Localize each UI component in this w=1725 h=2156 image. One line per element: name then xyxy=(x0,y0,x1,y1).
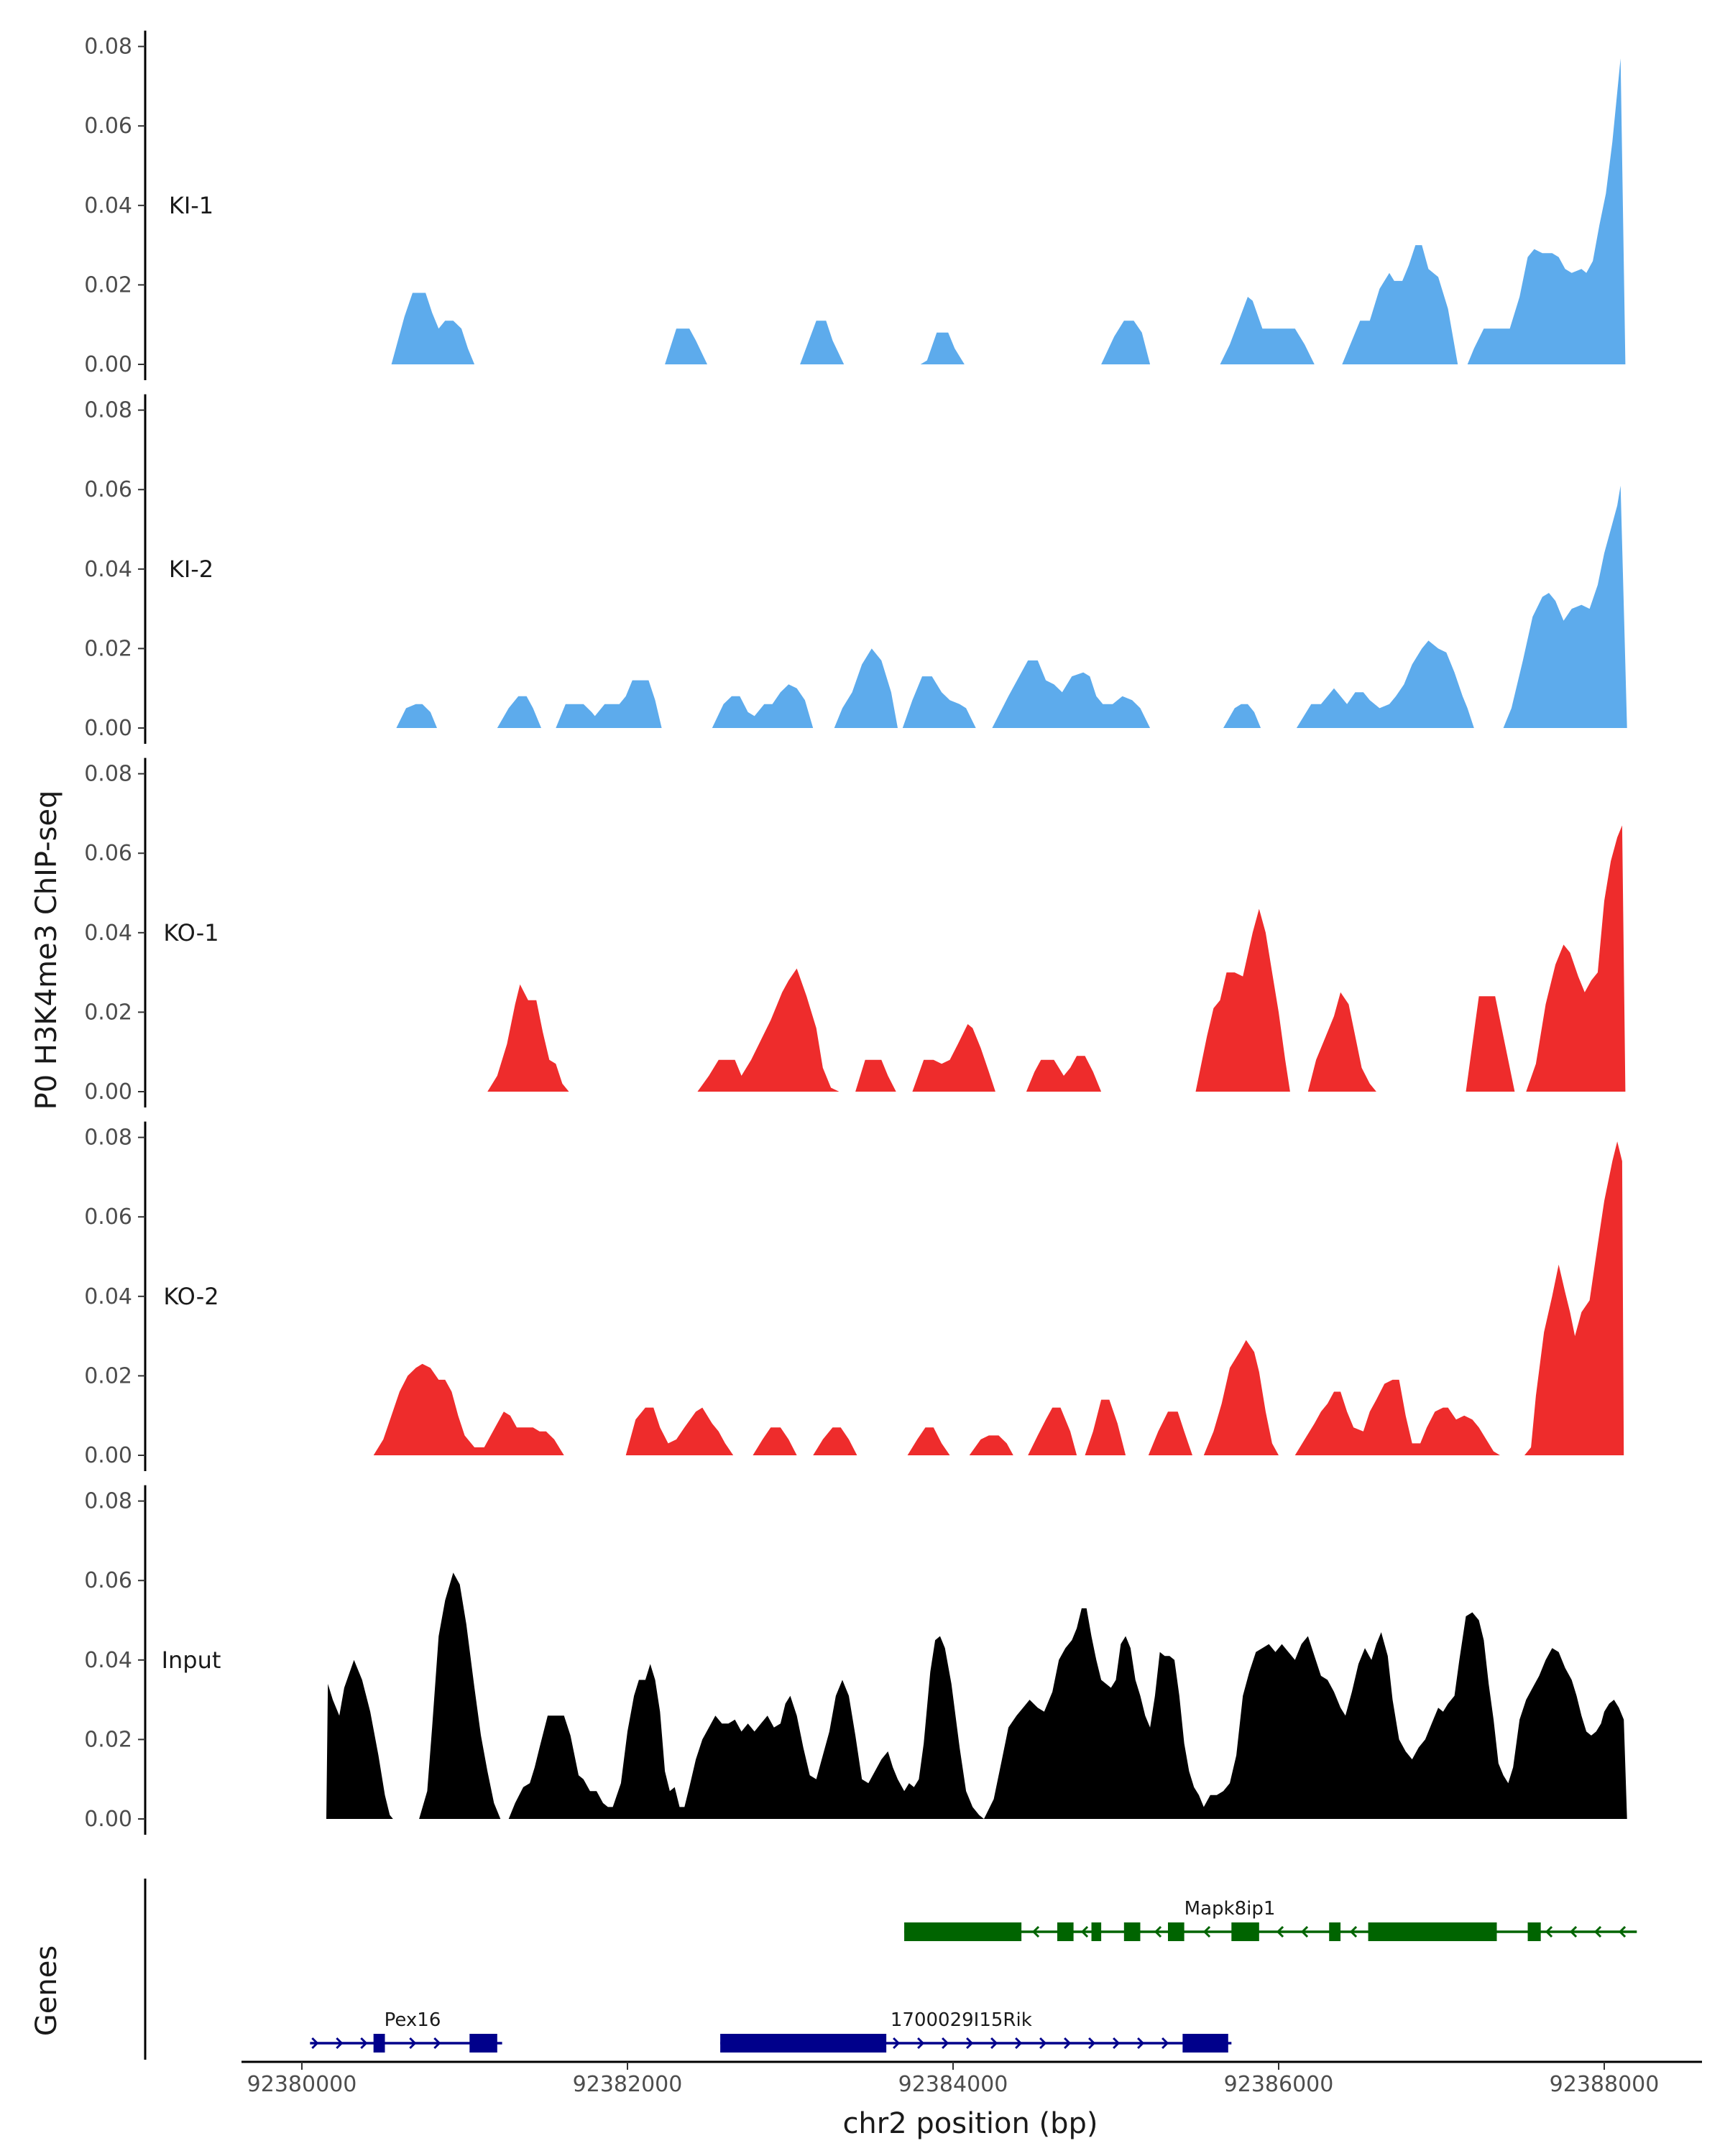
y-tick-label: 0.08 xyxy=(84,762,132,787)
gene-exon xyxy=(1167,1922,1184,1941)
strand-chevron xyxy=(1015,2037,1023,2050)
strand-chevron xyxy=(311,2037,319,2050)
coverage-area-ki-2 xyxy=(396,485,1627,728)
y-tick-label: 0.06 xyxy=(84,1204,132,1230)
gene-label-pex16: Pex16 xyxy=(385,2009,441,2031)
y-tick-label: 0.04 xyxy=(84,193,132,218)
strand-chevron xyxy=(1300,1925,1309,1938)
strand-chevron xyxy=(433,2037,441,2050)
y-tick-label: 0.08 xyxy=(84,398,132,423)
track-ki-1: 0.00 0.02 0.04 0.06 0.08 KI-1 xyxy=(84,30,1626,380)
y-axis-title: P0 H3K4me3 ChIP-seq xyxy=(30,791,63,1110)
y-tick-label: 0.06 xyxy=(84,114,132,139)
y-tick-label: 0.06 xyxy=(84,477,132,502)
strand-chevron xyxy=(1154,1925,1162,1938)
x-tick-label: 92380000 xyxy=(247,2072,357,2097)
y-tick-label: 0.02 xyxy=(84,1000,132,1025)
gene-label-mapk8ip1: Mapk8ip1 xyxy=(1184,1898,1276,1920)
y-tick-label: 0.00 xyxy=(84,1079,132,1105)
gene-track: Mapk8ip1 Pex16 1700029I15Rik xyxy=(144,1879,1637,2060)
gene-exon xyxy=(1329,1922,1341,1941)
strand-chevron xyxy=(1569,1925,1578,1938)
strand-chevron xyxy=(1202,1925,1211,1938)
track-label-ko-1: KO-1 xyxy=(163,919,218,946)
gene-exon xyxy=(720,2034,887,2053)
strand-chevron xyxy=(1080,1925,1089,1938)
y-tick-label: 0.00 xyxy=(84,716,132,741)
strand-chevron xyxy=(1276,1925,1284,1938)
y-tick-label: 0.08 xyxy=(84,34,132,60)
coverage-area-input xyxy=(326,1572,1627,1819)
strand-chevron xyxy=(1113,2037,1121,2050)
genes-track-title: Genes xyxy=(30,1945,63,2036)
x-axis: 92380000 92382000 92384000 92386000 92388000 xyxy=(242,2060,1702,2097)
strand-chevron xyxy=(1593,1925,1602,1938)
strand-chevron xyxy=(1039,2037,1047,2050)
track-label-ki-1: KI-1 xyxy=(169,192,213,219)
strand-chevron xyxy=(1064,2037,1072,2050)
y-tick-label: 0.04 xyxy=(84,921,132,946)
strand-chevron xyxy=(917,2037,925,2050)
gene-pex16: Pex16 xyxy=(310,2009,502,2053)
gene-exon xyxy=(373,2034,385,2053)
strand-chevron xyxy=(1088,2037,1096,2050)
gene-exon xyxy=(469,2034,497,2053)
strand-chevron xyxy=(942,2037,949,2050)
y-tick-label: 0.08 xyxy=(84,1125,132,1151)
y-tick-label: 0.00 xyxy=(84,1807,132,1832)
strand-chevron xyxy=(409,2037,417,2050)
y-tick-label: 0.04 xyxy=(84,1284,132,1309)
gene-exon xyxy=(1182,2034,1228,2053)
y-tick-label: 0.00 xyxy=(84,1443,132,1468)
strand-chevron xyxy=(966,2037,974,2050)
x-tick-label: 92384000 xyxy=(898,2072,1008,2097)
track-ko-1: 0.00 0.02 0.04 0.06 0.08 KO-1 xyxy=(84,757,1626,1107)
y-tick-label: 0.02 xyxy=(84,272,132,298)
gene-exon xyxy=(1091,1922,1102,1941)
strand-chevron xyxy=(1162,2037,1169,2050)
y-tick-label: 0.02 xyxy=(84,1727,132,1752)
strand-chevron xyxy=(1349,1925,1358,1938)
x-tick-label: 92388000 xyxy=(1550,2072,1660,2097)
coverage-area-ki-1 xyxy=(391,58,1626,364)
strand-chevron xyxy=(336,2037,344,2050)
gene-exon xyxy=(1368,1922,1497,1941)
track-input: 0.00 0.02 0.04 0.06 0.08 Input xyxy=(84,1485,1627,1835)
strand-chevron xyxy=(1137,2037,1145,2050)
gene-label-1700029i15rik: 1700029I15Rik xyxy=(891,2009,1032,2031)
track-label-ki-2: KI-2 xyxy=(169,556,213,583)
strand-chevron xyxy=(893,2037,901,2050)
y-tick-label: 0.02 xyxy=(84,636,132,661)
gene-exon xyxy=(1057,1922,1074,1941)
track-ko-2: 0.00 0.02 0.04 0.06 0.08 KO-2 xyxy=(84,1121,1624,1471)
strand-chevron xyxy=(1031,1925,1040,1938)
gene-exon xyxy=(1527,1922,1541,1941)
track-ki-2: 0.00 0.02 0.04 0.06 0.08 KI-2 xyxy=(84,394,1627,744)
y-tick-label: 0.02 xyxy=(84,1363,132,1388)
track-label-ko-2: KO-2 xyxy=(163,1283,218,1310)
coverage-tracks: 0.00 0.02 0.04 0.06 0.08 KI-1 0.00 0.02 0.04 0.06… xyxy=(84,30,1627,1835)
strand-chevron xyxy=(360,2037,368,2050)
strand-chevron xyxy=(1545,1925,1553,1938)
y-tick-label: 0.06 xyxy=(84,841,132,866)
y-tick-label: 0.00 xyxy=(84,352,132,377)
gene-exon xyxy=(1231,1922,1259,1941)
coverage-area-ko-2 xyxy=(373,1141,1624,1455)
gene-mapk8ip1: Mapk8ip1 xyxy=(904,1898,1637,1941)
strand-chevron xyxy=(990,2037,998,2050)
track-label-input: Input xyxy=(162,1646,221,1674)
x-axis-title: chr2 position (bp) xyxy=(842,2107,1098,2140)
y-tick-label: 0.04 xyxy=(84,1648,132,1673)
gene-exon xyxy=(904,1922,1022,1941)
x-tick-label: 92386000 xyxy=(1224,2072,1334,2097)
gene-exon xyxy=(1123,1922,1141,1941)
y-tick-label: 0.08 xyxy=(84,1489,132,1514)
y-tick-label: 0.04 xyxy=(84,557,132,582)
strand-chevron xyxy=(1618,1925,1627,1938)
coverage-area-ko-1 xyxy=(487,825,1626,1092)
y-tick-label: 0.06 xyxy=(84,1568,132,1593)
x-tick-label: 92382000 xyxy=(573,2072,683,2097)
gene-1700029i15rik: 1700029I15Rik xyxy=(720,2009,1232,2053)
